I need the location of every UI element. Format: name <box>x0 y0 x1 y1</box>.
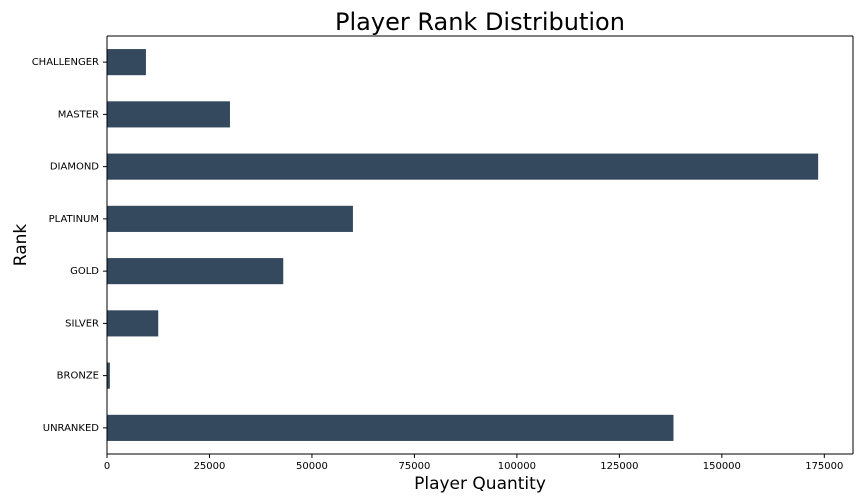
x-tick-label: 100000 <box>498 461 536 472</box>
x-tick-label: 150000 <box>703 461 741 472</box>
y-axis-label: Rank <box>11 224 31 267</box>
y-tick-label: SILVER <box>65 318 99 329</box>
bar-silver <box>107 310 159 337</box>
x-ticks-group: 0 25000 50000 75000 100000 125000 150000 175000 <box>104 454 843 472</box>
x-tick-label: 25000 <box>194 461 226 472</box>
bar-challenger <box>107 49 146 76</box>
bars-group <box>107 49 819 441</box>
y-tick-label: PLATINUM <box>49 214 99 225</box>
plot-area: CHALLENGER MASTER DIAMOND PLATINUM GOLD SILVE… <box>32 35 854 472</box>
bar-gold <box>107 258 284 285</box>
bar-unranked <box>107 414 674 441</box>
bar-bronze <box>107 362 110 389</box>
chart-title: Player Rank Distribution <box>335 8 625 36</box>
bar-platinum <box>107 205 353 232</box>
y-tick-label: UNRANKED <box>43 423 100 434</box>
x-tick-label: 75000 <box>399 461 431 472</box>
x-tick-label: 0 <box>104 461 110 472</box>
x-axis-label: Player Quantity <box>414 474 546 494</box>
bar-master <box>107 101 230 128</box>
y-tick-label: CHALLENGER <box>32 57 99 68</box>
x-tick-label: 50000 <box>296 461 328 472</box>
y-tick-label: BRONZE <box>57 371 99 382</box>
y-tick-label: GOLD <box>70 266 99 277</box>
x-tick-label: 125000 <box>600 461 638 472</box>
y-tick-label: DIAMOND <box>50 162 99 173</box>
y-ticks-group: CHALLENGER MASTER DIAMOND PLATINUM GOLD SILVE… <box>32 57 107 434</box>
x-tick-label: 175000 <box>805 461 843 472</box>
bar-diamond <box>107 153 819 180</box>
y-tick-label: MASTER <box>58 109 99 120</box>
